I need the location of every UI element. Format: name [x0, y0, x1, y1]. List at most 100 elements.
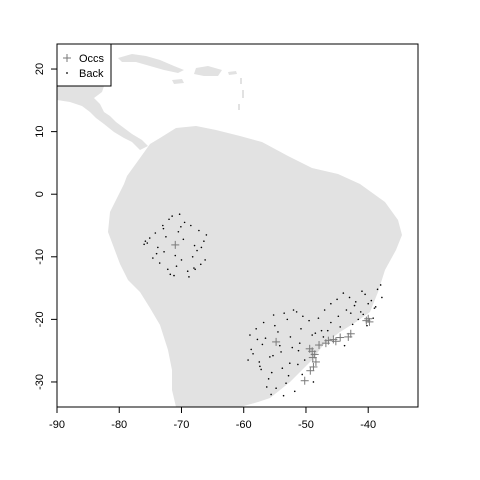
back-point	[314, 332, 317, 334]
occ-points-layer	[171, 240, 374, 385]
back-point	[277, 331, 279, 333]
back-point	[336, 298, 338, 301]
back-point	[270, 393, 272, 396]
back-point	[291, 346, 294, 349]
back-point	[357, 318, 360, 321]
back-point	[157, 246, 159, 249]
back-point	[264, 337, 267, 339]
back-point	[286, 318, 289, 321]
back-point	[281, 367, 284, 369]
back-point	[256, 338, 259, 341]
puerto-rico-island	[228, 71, 237, 75]
occ-point	[331, 337, 340, 346]
back-point	[168, 218, 170, 221]
back-point	[272, 314, 275, 316]
y-axis: 20 10 0 -10 -20 -30	[34, 63, 58, 390]
back-point	[178, 213, 181, 216]
back-point	[144, 240, 147, 242]
back-point	[261, 343, 264, 346]
back-point	[258, 361, 261, 363]
back-point	[162, 227, 165, 230]
back-point	[247, 359, 249, 361]
back-point	[262, 321, 265, 324]
back-point	[180, 259, 183, 261]
back-point	[379, 284, 382, 286]
legend: Occs Back	[56, 43, 112, 87]
back-point	[146, 242, 149, 244]
back-point	[158, 262, 161, 264]
back-point	[295, 311, 298, 313]
back-point	[174, 254, 177, 257]
back-point	[301, 373, 304, 376]
back-point	[292, 309, 295, 311]
back-point	[259, 365, 261, 368]
back-point	[265, 386, 268, 388]
back-point	[272, 354, 274, 357]
back-point	[282, 394, 285, 397]
back-points-layer	[143, 213, 383, 397]
back-point	[274, 324, 276, 327]
back-point	[317, 317, 320, 319]
south-america-landmass	[108, 126, 402, 407]
back-point	[302, 315, 304, 318]
occ-point	[309, 362, 318, 371]
back-point	[373, 307, 376, 309]
occ-point	[336, 333, 345, 342]
occ-point	[308, 353, 317, 362]
map-layer	[57, 44, 402, 407]
x-axis: -90 -80 -70 -60 -50 -40	[49, 406, 376, 431]
occ-point	[272, 337, 281, 346]
back-point	[326, 329, 329, 332]
back-point	[175, 265, 178, 267]
back-point	[182, 238, 185, 241]
central-america-landmass	[57, 90, 148, 150]
back-point	[287, 374, 290, 377]
back-point	[351, 323, 354, 326]
y-tick-label: -10	[34, 249, 46, 265]
x-tick-label: -40	[360, 419, 376, 431]
back-point	[249, 334, 251, 336]
y-tick-label: 20	[34, 63, 46, 75]
back-point	[330, 302, 332, 305]
back-point	[381, 296, 383, 299]
x-tick-label: -90	[49, 419, 65, 431]
back-point	[303, 359, 306, 361]
back-point	[311, 334, 313, 336]
back-point	[345, 309, 348, 311]
back-point	[198, 229, 200, 232]
y-tick-label: -20	[34, 311, 46, 327]
back-point	[343, 344, 346, 347]
back-point	[297, 349, 300, 352]
back-point	[193, 244, 196, 247]
back-point	[188, 276, 190, 278]
back-point	[169, 273, 172, 276]
back-point	[180, 225, 182, 228]
back-point	[288, 362, 291, 364]
back-point	[289, 336, 292, 338]
back-point	[366, 324, 368, 327]
back-point	[269, 356, 271, 358]
back-point	[171, 215, 173, 217]
back-point	[320, 329, 323, 332]
occ-point	[171, 240, 180, 249]
back-point	[297, 363, 299, 366]
back-point	[186, 270, 189, 272]
back-point	[359, 311, 362, 313]
jamaica-island	[172, 79, 184, 84]
legend-back-label: Back	[79, 68, 104, 80]
back-point	[323, 309, 326, 311]
back-point	[200, 246, 203, 249]
back-point	[162, 224, 164, 227]
back-point	[308, 319, 310, 322]
back-point	[163, 250, 165, 253]
back-point	[354, 301, 357, 303]
back-point	[155, 252, 158, 255]
back-point	[370, 299, 373, 302]
back-point	[348, 296, 351, 299]
back-point	[312, 381, 315, 383]
back-point	[285, 382, 287, 385]
legend-occs-symbol	[63, 54, 71, 62]
back-point	[322, 336, 325, 338]
back-point	[260, 368, 262, 371]
